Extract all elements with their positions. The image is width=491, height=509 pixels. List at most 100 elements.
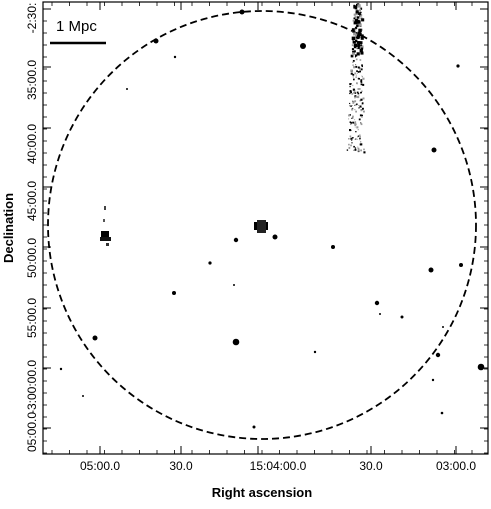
point-source: [126, 88, 128, 90]
tail-speckle: [350, 137, 353, 140]
tail-speckle: [351, 48, 355, 51]
x-tick-label: 15:04:00.0: [250, 459, 307, 473]
tail-speckle: [350, 105, 352, 107]
tail-speckle: [349, 90, 352, 93]
y-tick-label: 05:00.0: [25, 412, 39, 452]
x-tick-label: 03:00.0: [436, 459, 476, 473]
tail-speckle: [359, 41, 363, 45]
tail-speckle: [351, 93, 354, 95]
tail-speckle: [354, 56, 356, 58]
tail-speckle: [352, 115, 354, 118]
tail-speckle: [352, 76, 354, 78]
tail-speckle: [355, 66, 357, 68]
point-source: [172, 291, 176, 295]
tail-speckle: [363, 151, 366, 154]
y-tick-label: 40:00.0: [25, 124, 39, 164]
tail-speckle: [356, 91, 359, 94]
tail-speckle: [352, 73, 355, 76]
tail-speckle: [353, 5, 357, 9]
central-source: [254, 220, 278, 240]
tail-speckle: [349, 129, 352, 132]
tail-speckle: [361, 34, 364, 37]
tail-speckle: [356, 24, 359, 28]
tail-speckle: [355, 131, 357, 133]
tail-speckle: [361, 65, 363, 68]
tail-speckle: [354, 104, 356, 106]
tail-speckle: [357, 66, 360, 69]
tail-speckle: [356, 46, 358, 49]
tail-speckle: [354, 148, 357, 151]
tail-speckle: [348, 143, 350, 146]
x-tick-label: 05:00.0: [80, 459, 120, 473]
tail-speckle: [358, 88, 361, 90]
tail-speckle: [352, 102, 355, 104]
tail-speckle: [359, 105, 362, 108]
tail-speckle: [352, 52, 355, 56]
tail-speckle: [353, 91, 356, 94]
tail-speckle: [357, 71, 360, 73]
tail-speckle: [361, 102, 364, 104]
tail-speckle: [358, 23, 362, 27]
point-source: [239, 9, 245, 15]
tail-speckle: [352, 121, 354, 124]
tail-speckle: [349, 121, 352, 123]
tail-speckle: [352, 84, 354, 86]
x-axis-title: Right ascension: [212, 485, 312, 500]
tail-speckle: [354, 126, 356, 128]
tail-speckle: [353, 149, 355, 151]
tail-speckle: [349, 104, 351, 107]
tail-speckle: [359, 49, 363, 53]
tail-speckle: [351, 140, 353, 141]
tail-speckle: [350, 72, 353, 75]
tail-speckle: [355, 64, 357, 66]
tail-speckle: [357, 138, 358, 140]
tail-speckle: [354, 90, 356, 92]
x-tick-label: 30.0: [359, 459, 383, 473]
radio-sources: [59, 3, 485, 429]
tail-speckle: [349, 135, 352, 138]
tail-speckle: [357, 16, 360, 19]
tail-speckle: [360, 141, 362, 143]
tail-speckle: [360, 36, 364, 40]
tail-speckle: [355, 12, 359, 16]
tail-speckle: [349, 86, 351, 88]
tail-speckle: [362, 107, 364, 110]
point-source: [400, 315, 404, 319]
tail-speckle: [358, 95, 360, 96]
tail-speckle: [355, 10, 359, 14]
tail-speckle: [357, 150, 359, 152]
point-source: [477, 363, 485, 371]
tail-speckle: [359, 114, 362, 117]
tail-speckle: [354, 124, 357, 127]
y-tick-label: 35:00.0: [25, 60, 39, 100]
tail-speckle: [354, 109, 356, 111]
tail-speckle: [355, 96, 358, 98]
point-source: [252, 425, 256, 429]
tail-speckle: [351, 44, 354, 47]
tail-speckle: [354, 95, 357, 98]
tail-speckle: [354, 100, 357, 103]
point-source: [331, 245, 335, 249]
point-source: [92, 335, 98, 341]
tail-speckle: [350, 69, 353, 72]
tail-speckle: [353, 78, 355, 81]
tail-speckle: [346, 149, 349, 151]
point-source: [82, 395, 84, 397]
tail-speckle: [352, 64, 354, 66]
tail-speckle: [360, 14, 363, 17]
tail-speckle: [350, 123, 352, 125]
tail-speckle: [353, 32, 357, 36]
tail-speckle: [359, 67, 362, 70]
tail-speckle: [360, 45, 364, 49]
tail-speckle: [354, 104, 356, 106]
point-source: [379, 313, 381, 315]
tail-speckle: [362, 77, 365, 80]
tail-speckle: [358, 104, 360, 106]
tail-speckle: [349, 92, 351, 95]
tail-speckle: [349, 102, 351, 104]
tail-speckle: [357, 4, 361, 8]
left-diffuse-source: [100, 206, 111, 246]
point-source: [428, 267, 434, 273]
tail-speckle: [354, 36, 357, 40]
